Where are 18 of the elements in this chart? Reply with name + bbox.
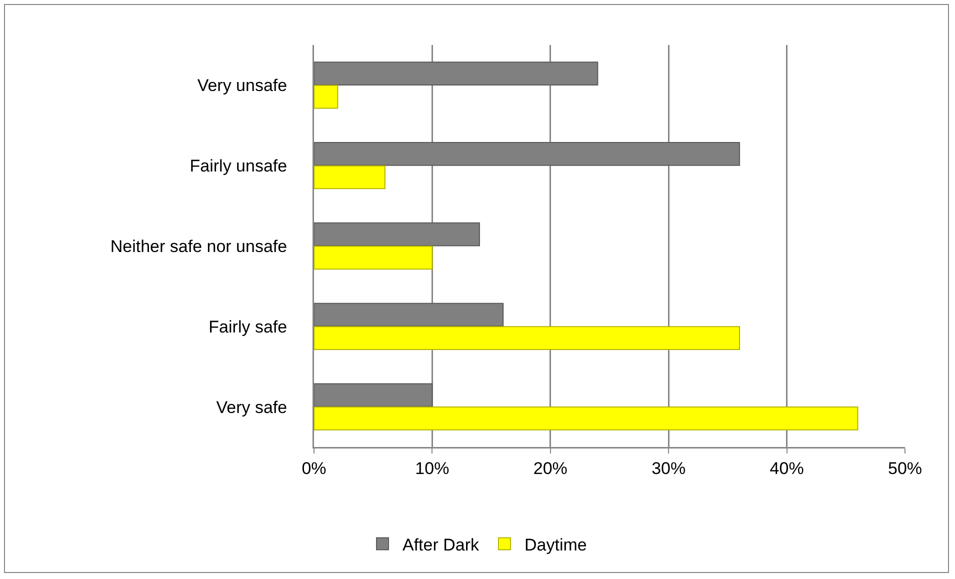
legend-label: After Dark <box>402 535 480 554</box>
bar <box>314 246 433 270</box>
bar <box>314 165 386 190</box>
y-tick-label: Fairly safe <box>208 317 288 336</box>
x-tick-label: 30% <box>652 458 686 478</box>
x-tick-label: 0% <box>302 458 326 478</box>
bar <box>314 406 858 430</box>
y-tick-label: Neither safe nor unsafe <box>110 236 288 256</box>
x-tick-label: 10% <box>415 458 450 478</box>
y-tick-label: Very safe <box>216 398 288 417</box>
x-tick-label: 20% <box>533 458 568 478</box>
x-tick-label: 40% <box>770 458 804 478</box>
bar <box>314 326 740 350</box>
y-tick-label: Fairly unsafe <box>190 156 288 176</box>
bar <box>314 84 338 109</box>
legend-label: Daytime <box>524 535 587 554</box>
x-tick-label: 50% <box>888 458 922 478</box>
y-tick-label: Very unsafe <box>197 76 288 96</box>
